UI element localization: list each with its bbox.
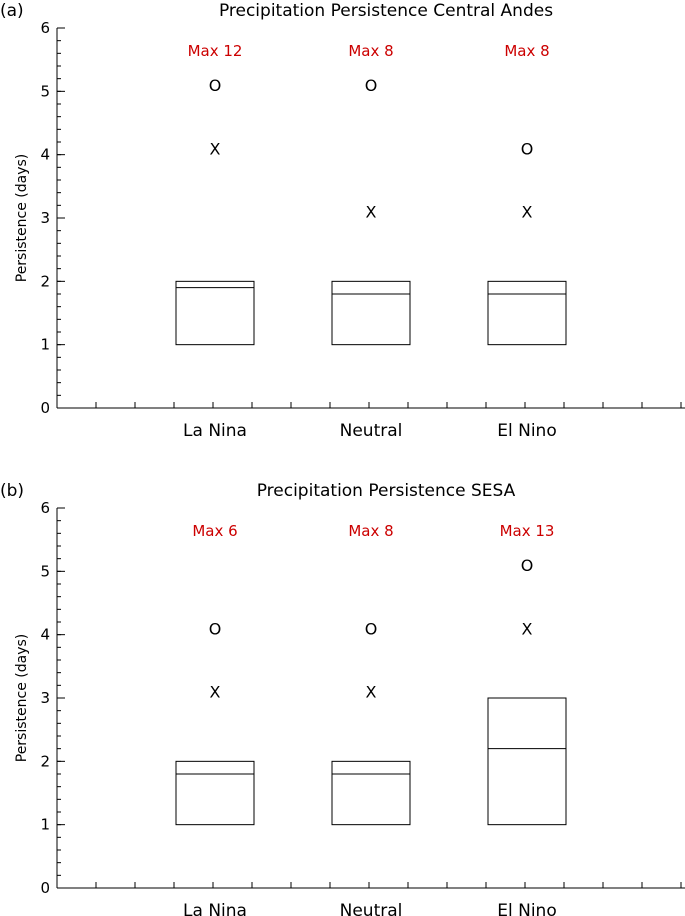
o-marker: O (209, 76, 222, 95)
x-marker: X (210, 683, 221, 702)
box-rect (487, 280, 567, 346)
y-tick-label: 3 (40, 209, 50, 227)
box-group: X O Max 8 (331, 42, 411, 346)
chart-title: Precipitation Persistence SESA (257, 481, 516, 501)
max-label: Max 12 (188, 42, 243, 60)
box-group: X O Max 6 (175, 522, 255, 826)
box-rect (175, 760, 255, 826)
y-tick-label: 4 (40, 146, 50, 164)
y-tick-label: 1 (40, 336, 50, 354)
x-category-label: La Nina (183, 901, 247, 916)
max-label: Max 8 (348, 522, 393, 540)
max-label: Max 8 (348, 42, 393, 60)
x-marker: X (522, 203, 533, 222)
y-axis-label: Persistence (days) (14, 634, 30, 763)
box-rect (175, 280, 255, 346)
box-rect (331, 760, 411, 826)
max-label: Max 13 (500, 522, 555, 540)
chart-panel-b: 0 1 2 3 4 5 6 Precipitation Persistence SESA (b)… (0, 481, 685, 916)
x-category-label: El Nino (497, 421, 556, 441)
y-tick-label: 2 (40, 752, 50, 770)
x-category-label: La Nina (183, 421, 247, 441)
x-marker: X (210, 139, 221, 158)
panel-label: (a) (0, 1, 24, 21)
x-category-label: El Nino (497, 901, 556, 916)
o-marker: O (209, 619, 222, 638)
y-tick-label: 6 (40, 19, 50, 37)
chart-title: Precipitation Persistence Central Andes (219, 1, 553, 21)
chart-panel-a: 0 1 2 3 4 5 6 Precipitation Persistence Central… (0, 1, 685, 441)
y-tick-label: 0 (40, 399, 50, 417)
o-marker: O (521, 139, 534, 158)
x-marker: X (522, 619, 533, 638)
box-rect (331, 280, 411, 346)
max-label: Max 8 (504, 42, 549, 60)
box-group: X O Max 13 (487, 522, 567, 826)
y-tick-label: 5 (40, 562, 50, 580)
max-label: Max 6 (192, 522, 237, 540)
box-group: X O Max 12 (175, 42, 255, 346)
x-marker: X (366, 683, 377, 702)
y-tick-label: 2 (40, 272, 50, 290)
o-marker: O (521, 556, 534, 575)
y-tick-label: 3 (40, 689, 50, 707)
y-tick-label: 4 (40, 626, 50, 644)
x-category-label: Neutral (340, 421, 403, 441)
x-category-label: Neutral (340, 901, 403, 916)
y-axis-label: Persistence (days) (14, 154, 30, 283)
x-marker: X (366, 203, 377, 222)
o-marker: O (365, 619, 378, 638)
box-group: X O Max 8 (487, 42, 567, 346)
o-marker: O (365, 76, 378, 95)
y-tick-label: 1 (40, 816, 50, 834)
box-group: X O Max 8 (331, 522, 411, 826)
box-rect (487, 697, 567, 826)
y-tick-label: 5 (40, 82, 50, 100)
panel-label: (b) (0, 481, 24, 501)
y-tick-label: 6 (40, 499, 50, 517)
y-tick-label: 0 (40, 879, 50, 897)
